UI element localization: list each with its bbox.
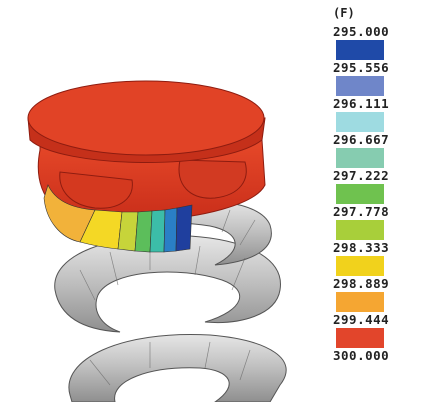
temperature-gradient-band <box>43 184 193 253</box>
legend-tick: 296.667 <box>333 132 390 147</box>
legend-swatch <box>336 220 384 240</box>
legend-tick: 295.556 <box>333 60 390 75</box>
legend-tick: 300.000 <box>333 348 390 363</box>
legend-tick: 296.111 <box>333 96 390 111</box>
legend-tick: 298.889 <box>333 276 390 291</box>
legend-swatch <box>336 256 384 276</box>
legend-swatch <box>336 328 384 348</box>
mesh-lines <box>79 209 256 386</box>
legend-swatch <box>336 292 384 312</box>
legend-tick: 298.333 <box>333 240 390 255</box>
legend-unit: (F) <box>333 6 355 20</box>
legend-tick: 297.778 <box>333 204 390 219</box>
legend-swatch <box>336 148 384 168</box>
legend-swatch <box>336 184 384 204</box>
top-plate <box>27 80 266 163</box>
legend-swatch <box>336 76 384 96</box>
legend-swatch <box>336 40 384 60</box>
legend-tick: 297.222 <box>333 168 390 183</box>
legend-tick: 295.000 <box>333 24 390 39</box>
thermal-model-viewport[interactable] <box>0 0 310 402</box>
legend-tick: 299.444 <box>333 312 390 327</box>
legend-swatch <box>336 112 384 132</box>
